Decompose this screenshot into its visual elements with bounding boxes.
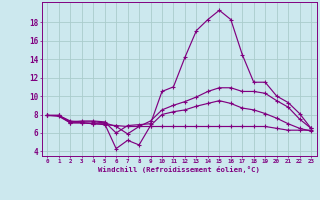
X-axis label: Windchill (Refroidissement éolien,°C): Windchill (Refroidissement éolien,°C) bbox=[98, 166, 260, 173]
